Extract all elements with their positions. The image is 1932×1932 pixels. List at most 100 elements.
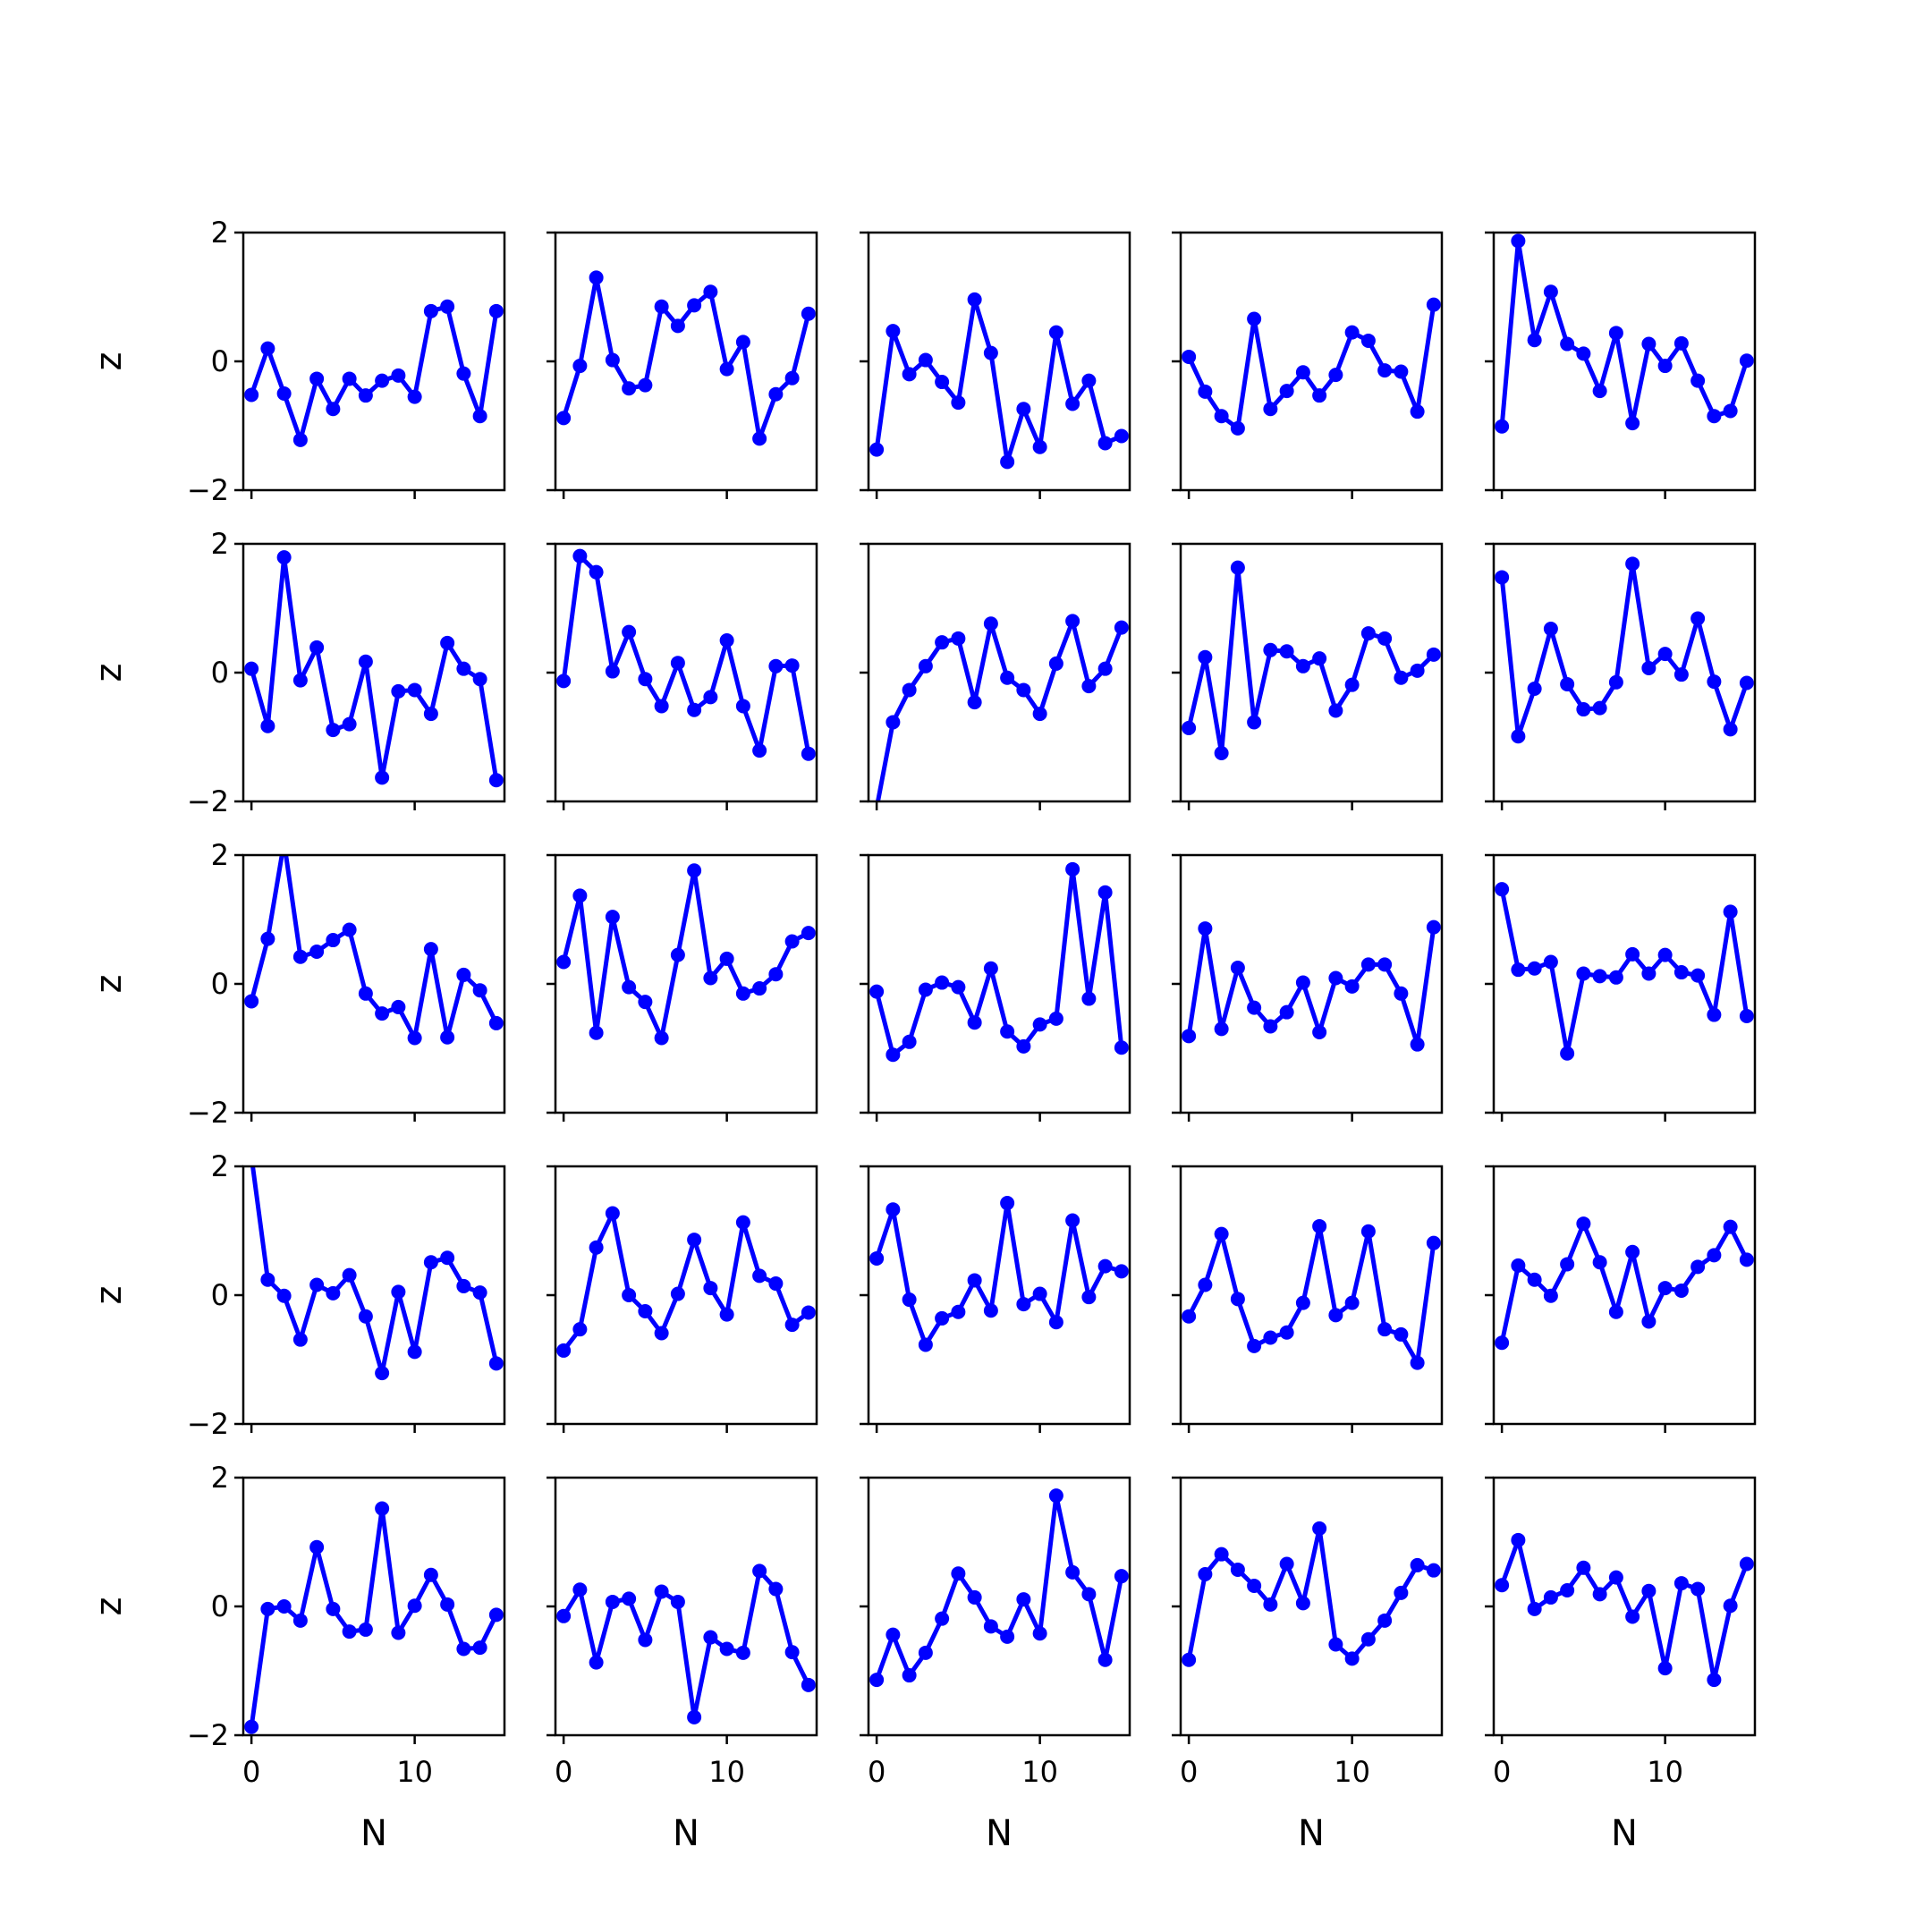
data-point: [1690, 968, 1706, 983]
series-line: [1186, 925, 1436, 1047]
data-point: [1114, 1569, 1129, 1584]
data-point: [1328, 1637, 1343, 1652]
data-point: [638, 995, 653, 1010]
data-point: [638, 672, 653, 687]
series-line: [250, 1166, 499, 1376]
data-point: [391, 368, 406, 383]
data-point: [752, 431, 767, 446]
data-point: [719, 1307, 734, 1322]
data-point: [1344, 1295, 1360, 1310]
data-point: [1214, 409, 1229, 424]
data-point: [719, 951, 734, 966]
data-point: [1707, 674, 1722, 690]
data-point: [1394, 1326, 1409, 1342]
data-point: [472, 672, 487, 687]
data-point: [1426, 1235, 1441, 1250]
data-point: [309, 1277, 325, 1292]
data-point: [1114, 1040, 1129, 1055]
data-point: [1576, 702, 1591, 717]
data-point: [1592, 1587, 1607, 1602]
panel-r2-c4: [1172, 542, 1444, 810]
panel-r4-c5: [1485, 1165, 1757, 1433]
data-point: [1182, 720, 1197, 735]
data-point: [1674, 1283, 1689, 1298]
data-point: [1723, 403, 1738, 419]
data-point: [1394, 986, 1409, 1001]
data-point: [1592, 384, 1607, 399]
data-point: [935, 375, 950, 390]
data-point: [654, 1584, 669, 1599]
series-line: [249, 555, 499, 783]
panel-data: [1182, 297, 1441, 436]
data-point: [1739, 1556, 1754, 1572]
data-point: [423, 707, 438, 722]
data-point: [1263, 1597, 1278, 1612]
data-point: [244, 1719, 259, 1734]
x-axis-label: N: [1611, 1813, 1638, 1854]
data-point: [407, 1030, 422, 1046]
data-point: [572, 888, 588, 903]
data-point: [735, 1215, 750, 1230]
data-point: [687, 1709, 702, 1724]
data-point: [1360, 626, 1376, 641]
panel-data: [1182, 919, 1441, 1052]
panel-data: [556, 1206, 816, 1358]
data-point: [735, 1645, 750, 1660]
data-point: [1097, 1258, 1113, 1274]
data-point: [1198, 1277, 1213, 1292]
data-point: [1410, 404, 1425, 419]
panel-data: [1182, 1521, 1441, 1667]
data-point: [1097, 1652, 1113, 1667]
data-point: [703, 690, 718, 705]
data-point: [951, 395, 966, 411]
data-point: [1000, 1024, 1015, 1039]
data-point: [1426, 297, 1441, 312]
data-point: [752, 981, 767, 996]
x-tick-label: 10: [1021, 1755, 1058, 1789]
data-point: [1214, 1546, 1229, 1562]
data-point: [1625, 1609, 1640, 1624]
series-line: [1499, 886, 1750, 1056]
panel-r2-c3: [860, 542, 1131, 810]
data-point: [703, 970, 718, 986]
panel-r5-c2: 0 10 N: [547, 1476, 818, 1854]
data-point: [1097, 885, 1113, 900]
data-point: [605, 910, 620, 925]
data-point: [1739, 1009, 1754, 1023]
data-point: [1048, 656, 1063, 671]
panel-data: [869, 1196, 1129, 1352]
panel-r3-c3: [860, 853, 1131, 1122]
data-point: [1097, 436, 1113, 451]
data-point: [1576, 1216, 1591, 1232]
data-point: [1723, 1219, 1738, 1234]
data-point: [687, 863, 702, 878]
data-point: [1592, 1255, 1607, 1270]
data-point: [391, 683, 406, 699]
panel-data: [556, 270, 816, 446]
panel-data: [1182, 560, 1441, 760]
data-point: [326, 1601, 341, 1616]
data-point: [391, 1284, 406, 1300]
data-point: [983, 616, 998, 631]
data-point: [292, 949, 308, 964]
series-line: [1186, 565, 1436, 756]
data-point: [456, 1278, 471, 1293]
data-point: [572, 1582, 588, 1597]
data-point: [456, 1641, 471, 1657]
data-point: [654, 1326, 669, 1341]
data-point: [292, 673, 308, 688]
data-point: [556, 1343, 572, 1358]
data-point: [472, 1640, 487, 1656]
data-point: [1312, 388, 1327, 403]
data-point: [654, 699, 669, 714]
panel-data: [244, 1501, 504, 1734]
panel-data: [1495, 233, 1754, 434]
data-point: [1723, 904, 1738, 919]
series-line: [874, 1200, 1124, 1347]
data-point: [1198, 1567, 1213, 1581]
data-point: [967, 695, 982, 710]
data-point: [670, 1286, 685, 1301]
x-tick-label: 0: [242, 1755, 260, 1789]
data-point: [589, 564, 604, 580]
data-point: [342, 716, 357, 732]
